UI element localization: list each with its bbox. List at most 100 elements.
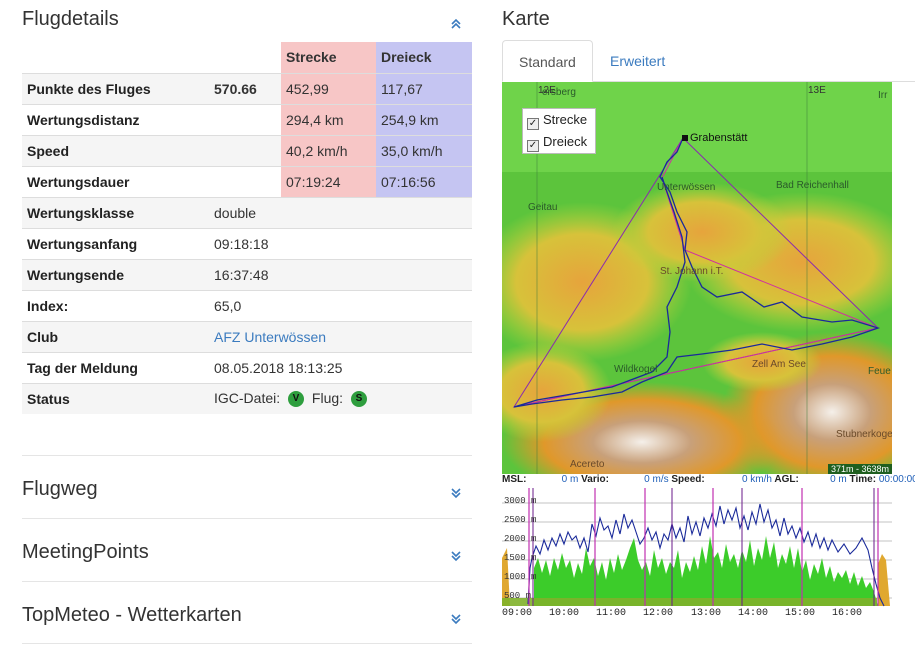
legend-dreieck[interactable]: ✓ Dreieck [523, 131, 595, 153]
checkbox-dreieck[interactable]: ✓ [527, 140, 539, 152]
map-legend: ✓ Strecke ✓ Dreieck [522, 108, 596, 154]
x-tick: 11:00 [596, 608, 627, 619]
barogram-chart [502, 488, 892, 620]
map-label-unterwoessen: Unterwössen [657, 182, 716, 193]
barogram-readout: MSL: 0 m Vario: 0 m/s Speed: 0 km/h AGL:… [502, 474, 915, 488]
row-label: Speed [22, 134, 209, 166]
strecke-value: 40,2 km/h [281, 134, 376, 166]
header-spacer [22, 42, 209, 73]
row-value: 570.66 [209, 72, 281, 104]
msl-unit: m [570, 474, 579, 485]
speed-label: Speed: [671, 474, 705, 485]
map-label-acereto: Acereto [570, 459, 605, 470]
table-row: Speed 40,2 km/h 35,0 km/h [22, 134, 472, 166]
time-label: Time: [849, 474, 877, 485]
map-label-st-johann: St. Johann i.T. [660, 266, 724, 277]
row-value [209, 134, 281, 166]
dreieck-value: 254,9 km [376, 103, 472, 135]
row-label: Status [22, 382, 209, 414]
row-value: 08.05.2018 18:13:25 [209, 351, 472, 383]
chevron-down-icon[interactable] [450, 613, 462, 625]
accordion-topmeteo[interactable]: TopMeteo - Wetterkarten [22, 581, 472, 644]
row-label: Wertungsdauer [22, 165, 209, 197]
row-label: Tag der Meldung [22, 351, 209, 383]
accordion-flugweg[interactable]: Flugweg [22, 455, 472, 518]
header-dreieck: Dreieck [376, 42, 472, 73]
row-label: Wertungsklasse [22, 196, 209, 228]
row-label: Wertungsende [22, 258, 209, 290]
agl-value: 0 [830, 474, 836, 485]
y-tick: 2500 m [504, 515, 537, 525]
flight-details-table: Strecke Dreieck Punkte des Fluges 570.66… [22, 42, 472, 414]
y-tick: 1000 m [504, 572, 537, 582]
y-tick: 1500 m [504, 553, 537, 563]
map-label-ersberg: ersberg [542, 87, 576, 98]
table-header-row: Strecke Dreieck [22, 42, 472, 73]
status-value: IGC-Datei: V Flug: S [209, 382, 472, 414]
row-value [209, 103, 281, 135]
y-tick: 2000 m [504, 534, 537, 544]
table-row: Wertungsanfang 09:18:18 [22, 227, 472, 259]
meetingpoints-title: MeetingPoints [22, 541, 149, 563]
map-label-irr: Irr [878, 90, 888, 101]
table-row: Status IGC-Datei: V Flug: S [22, 382, 472, 414]
dreieck-value: 35,0 km/h [376, 134, 472, 166]
table-row: Wertungsklasse double [22, 196, 472, 228]
strecke-value: 294,4 km [281, 103, 376, 135]
chevron-up-icon[interactable] [450, 18, 462, 30]
chevron-down-icon[interactable] [450, 550, 462, 562]
vario-label: Vario: [581, 474, 609, 485]
map-label-feue: Feue [868, 366, 891, 377]
flugdetails-title: Flugdetails [22, 8, 119, 30]
dreieck-value: 07:16:56 [376, 165, 472, 197]
flight-map[interactable]: Grabenstätt Unterwössen Bad Reichenhall … [502, 82, 892, 474]
header-spacer [209, 42, 281, 73]
table-row: Index: 65,0 [22, 289, 472, 321]
accordion-meetingpoints[interactable]: MeetingPoints [22, 518, 472, 581]
msl-value: 0 [561, 474, 568, 485]
flugweg-title: Flugweg [22, 478, 98, 500]
time-value: 00:00:00 [878, 474, 915, 485]
karte-title: Karte [502, 8, 550, 30]
row-value [209, 165, 281, 197]
table-row: Tag der Meldung 08.05.2018 18:13:25 [22, 351, 472, 383]
row-label: Club [22, 320, 209, 352]
checkbox-strecke[interactable]: ✓ [527, 118, 539, 130]
map-label-bad-reichenhall: Bad Reichenhall [776, 180, 849, 191]
strecke-value: 07:19:24 [281, 165, 376, 197]
table-row: Punkte des Fluges 570.66 452,99 117,67 [22, 72, 472, 104]
legend-strecke[interactable]: ✓ Strecke [523, 109, 595, 131]
dreieck-value: 117,67 [376, 72, 472, 104]
table-row: Wertungsende 16:37:48 [22, 258, 472, 290]
table-row: Wertungsdistanz 294,4 km 254,9 km [22, 103, 472, 135]
barogram[interactable]: MSL: 0 m Vario: 0 m/s Speed: 0 km/h AGL:… [502, 474, 915, 620]
speed-value: 0 [741, 474, 748, 485]
x-tick: 15:00 [785, 608, 816, 619]
row-value: 16:37:48 [209, 258, 472, 290]
y-tick: 500 m [504, 591, 532, 601]
chevron-down-icon[interactable] [450, 487, 462, 499]
table-row: Club AFZ Unterwössen [22, 320, 472, 352]
tab-standard[interactable]: Standard [502, 40, 593, 82]
map-label-grabenstaett: Grabenstätt [690, 132, 748, 144]
tab-erweitert[interactable]: Erweitert [610, 53, 666, 69]
y-tick: 3000 m [504, 496, 537, 506]
club-link[interactable]: AFZ Unterwössen [209, 320, 472, 352]
row-label: Index: [22, 289, 209, 321]
flug-status-badge: S [350, 391, 367, 408]
map-label-13e: 13E [808, 85, 826, 96]
x-tick: 14:00 [738, 608, 769, 619]
igc-status-badge: V [288, 391, 305, 408]
map-tabs: Standard Erweitert [502, 40, 915, 82]
row-value: 65,0 [209, 289, 472, 321]
map-label-wildkogel: Wildkogel [614, 364, 658, 375]
agl-label: AGL: [774, 474, 799, 485]
igc-label: IGC-Datei: [214, 390, 281, 407]
row-value: 09:18:18 [209, 227, 472, 259]
topmeteo-title: TopMeteo - Wetterkarten [22, 604, 242, 626]
elevation-range-label: 371m - 3638m [827, 464, 892, 474]
map-label-geitau: Geitau [528, 202, 558, 213]
x-tick: 13:00 [691, 608, 722, 619]
x-tick: 16:00 [832, 608, 863, 619]
legend-dreieck-label: Dreieck [543, 134, 588, 149]
